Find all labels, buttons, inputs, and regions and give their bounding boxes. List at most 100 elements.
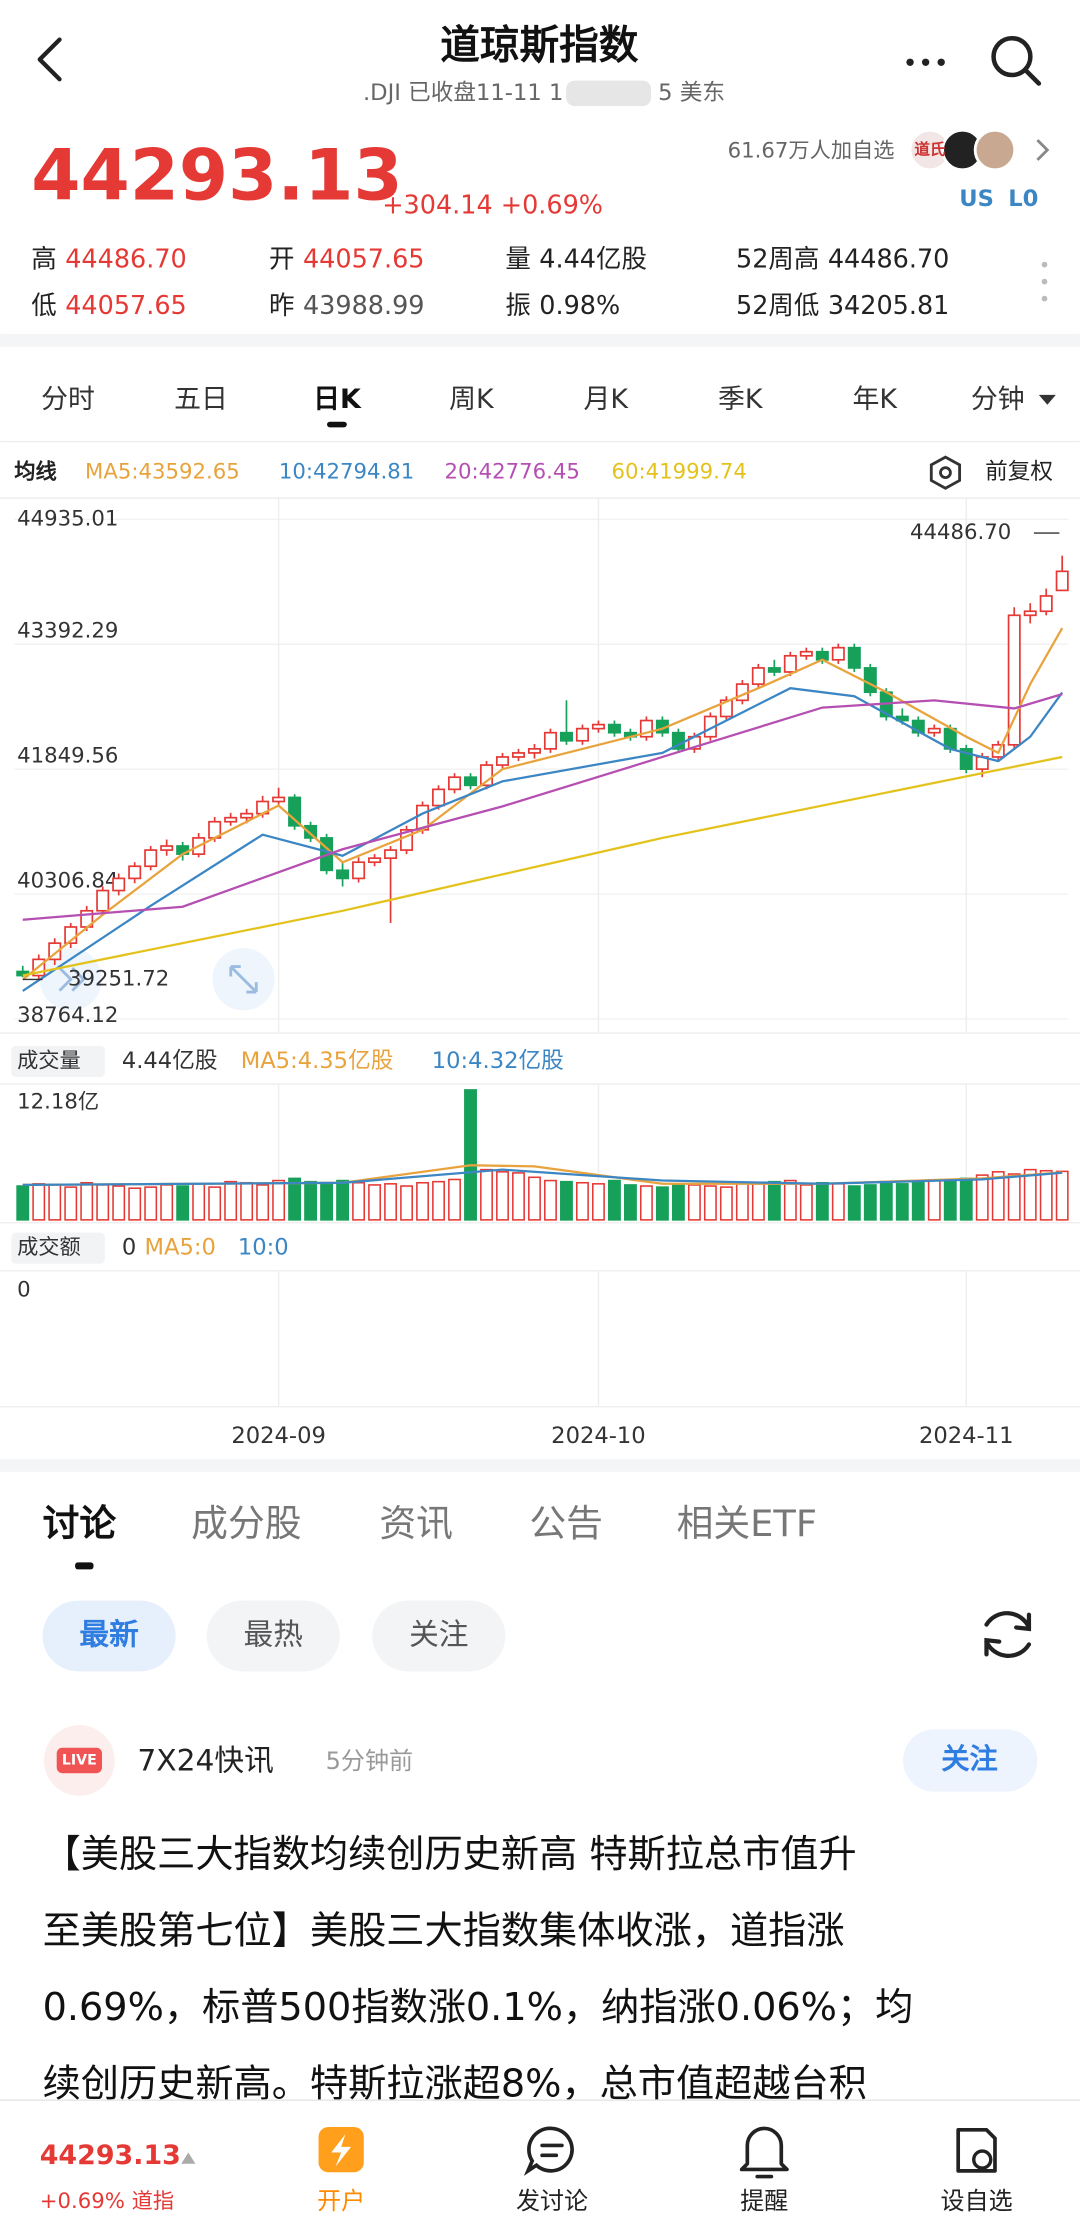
volume-bar [751, 1183, 765, 1221]
candle-body [304, 824, 318, 839]
candle-body [400, 828, 414, 851]
volume-ma5: MA5:4.35亿股 [241, 1048, 394, 1074]
avatars[interactable] [908, 128, 1017, 172]
candle-body [240, 812, 254, 819]
volume-bar [687, 1184, 701, 1221]
candle-body [160, 845, 174, 851]
candle-body [719, 699, 733, 718]
volume-bar [528, 1176, 541, 1221]
discussion-tab[interactable]: 讨论 [43, 1502, 117, 1545]
follow-label[interactable]: 关注 [941, 1742, 998, 1775]
volume-bar [240, 1181, 254, 1221]
x-tick-label: 2024-11 [919, 1423, 1014, 1449]
discussion-tab[interactable]: 资讯 [379, 1502, 453, 1545]
volume-bar [512, 1172, 525, 1221]
adjust-toggle[interactable]: 前复权 [985, 459, 1053, 485]
action-label[interactable]: 提醒 [740, 2187, 788, 2215]
volume-bar [735, 1181, 749, 1221]
amount-value: 0 [122, 1235, 136, 1261]
volume-bar [592, 1183, 605, 1221]
candle-body [959, 748, 973, 770]
collapse-icon [58, 966, 86, 992]
period-tab[interactable]: 季K [718, 384, 764, 415]
candle-body [911, 719, 925, 734]
action-label[interactable]: 发讨论 [516, 2187, 588, 2215]
filter-chip[interactable] [42, 1600, 176, 1672]
ma-value: 20:42776.45 [444, 460, 579, 485]
period-tab[interactable]: 分钟 [971, 384, 1025, 415]
avatar [973, 128, 1017, 172]
post-text: 0.69%，标普500指数涨0.1%，纳指涨0.06%；均 [43, 1986, 914, 2030]
x-tick-label: 2024-10 [551, 1423, 646, 1449]
candle-body [799, 650, 813, 657]
stat-label: 昨 [269, 291, 294, 321]
volume-bar [464, 1089, 477, 1221]
more-button[interactable] [906, 58, 945, 66]
candle-body [112, 877, 126, 892]
volume-bar [719, 1186, 733, 1221]
candle-body [272, 796, 286, 803]
period-tab[interactable]: 年K [852, 384, 898, 415]
y-tick-label: 44935.01 [17, 506, 118, 531]
volume-bar [1055, 1170, 1069, 1221]
candle-body [336, 869, 350, 880]
discussion-tab[interactable]: 成分股 [191, 1502, 301, 1545]
volume-bar [448, 1178, 461, 1221]
volume-bar [192, 1183, 206, 1221]
refresh-arrow [1014, 1612, 1032, 1632]
filter-label[interactable]: 最热 [244, 1617, 303, 1652]
last-price: 44293.13 [31, 133, 402, 216]
follow-button[interactable] [902, 1729, 1038, 1792]
period-tab[interactable]: 月K [584, 384, 630, 415]
filter-label[interactable]: 最新 [79, 1617, 138, 1652]
stat-label: 52周高 [736, 244, 819, 274]
period-tab[interactable]: 五日 [174, 384, 228, 415]
volume-bar [352, 1181, 366, 1221]
volume-bar [975, 1174, 989, 1221]
stat-value: 43988.99 [303, 291, 425, 321]
volume-bar [304, 1180, 318, 1221]
ma-title: 均线 [14, 459, 56, 485]
period-tab[interactable]: 分时 [41, 384, 95, 415]
discussion-tab[interactable]: 公告 [529, 1502, 603, 1545]
candle-body [128, 865, 142, 880]
market-badge: L0 [1008, 186, 1038, 212]
volume-bar [927, 1179, 941, 1221]
back-button[interactable] [37, 37, 62, 82]
candle-body [527, 748, 541, 754]
bell-icon [739, 2126, 789, 2172]
ma-line [22, 755, 1063, 977]
volume-bar [256, 1184, 270, 1221]
action-label[interactable]: 开户 [317, 2187, 365, 2215]
candle-body [48, 942, 62, 961]
action-label[interactable]: 设自选 [941, 2187, 1013, 2215]
period-tab[interactable]: 日K [313, 384, 362, 415]
filter-chip[interactable] [206, 1600, 340, 1672]
search-button[interactable] [991, 35, 1042, 86]
filter-chip[interactable] [372, 1600, 506, 1672]
refresh-button[interactable] [984, 1611, 1032, 1658]
candle-body [1007, 614, 1021, 746]
blurred-text [566, 80, 652, 107]
refresh-arrow [984, 1637, 1002, 1657]
candle-body [559, 731, 573, 742]
period-tab[interactable]: 周K [449, 384, 495, 415]
separator [0, 333, 1080, 347]
volume-bar [32, 1183, 46, 1221]
comment-icon [523, 2126, 574, 2176]
candle-body [368, 857, 382, 864]
volume-bar [815, 1181, 829, 1221]
candle-body [927, 727, 941, 734]
stat-label: 52周低 [736, 291, 819, 321]
stat-value: 44486.70 [65, 244, 187, 274]
volume-bar [1039, 1169, 1053, 1221]
filter-label[interactable]: 关注 [409, 1617, 468, 1652]
volume-bar [576, 1181, 589, 1221]
candle-body [352, 861, 366, 880]
stat-value: 34205.81 [828, 291, 950, 321]
candle-body [1055, 570, 1069, 592]
ma-line [22, 687, 1064, 992]
ma-value: 60:41999.74 [611, 460, 746, 485]
live-badge [56, 1747, 103, 1774]
discussion-tab[interactable]: 相关ETF [677, 1502, 817, 1545]
